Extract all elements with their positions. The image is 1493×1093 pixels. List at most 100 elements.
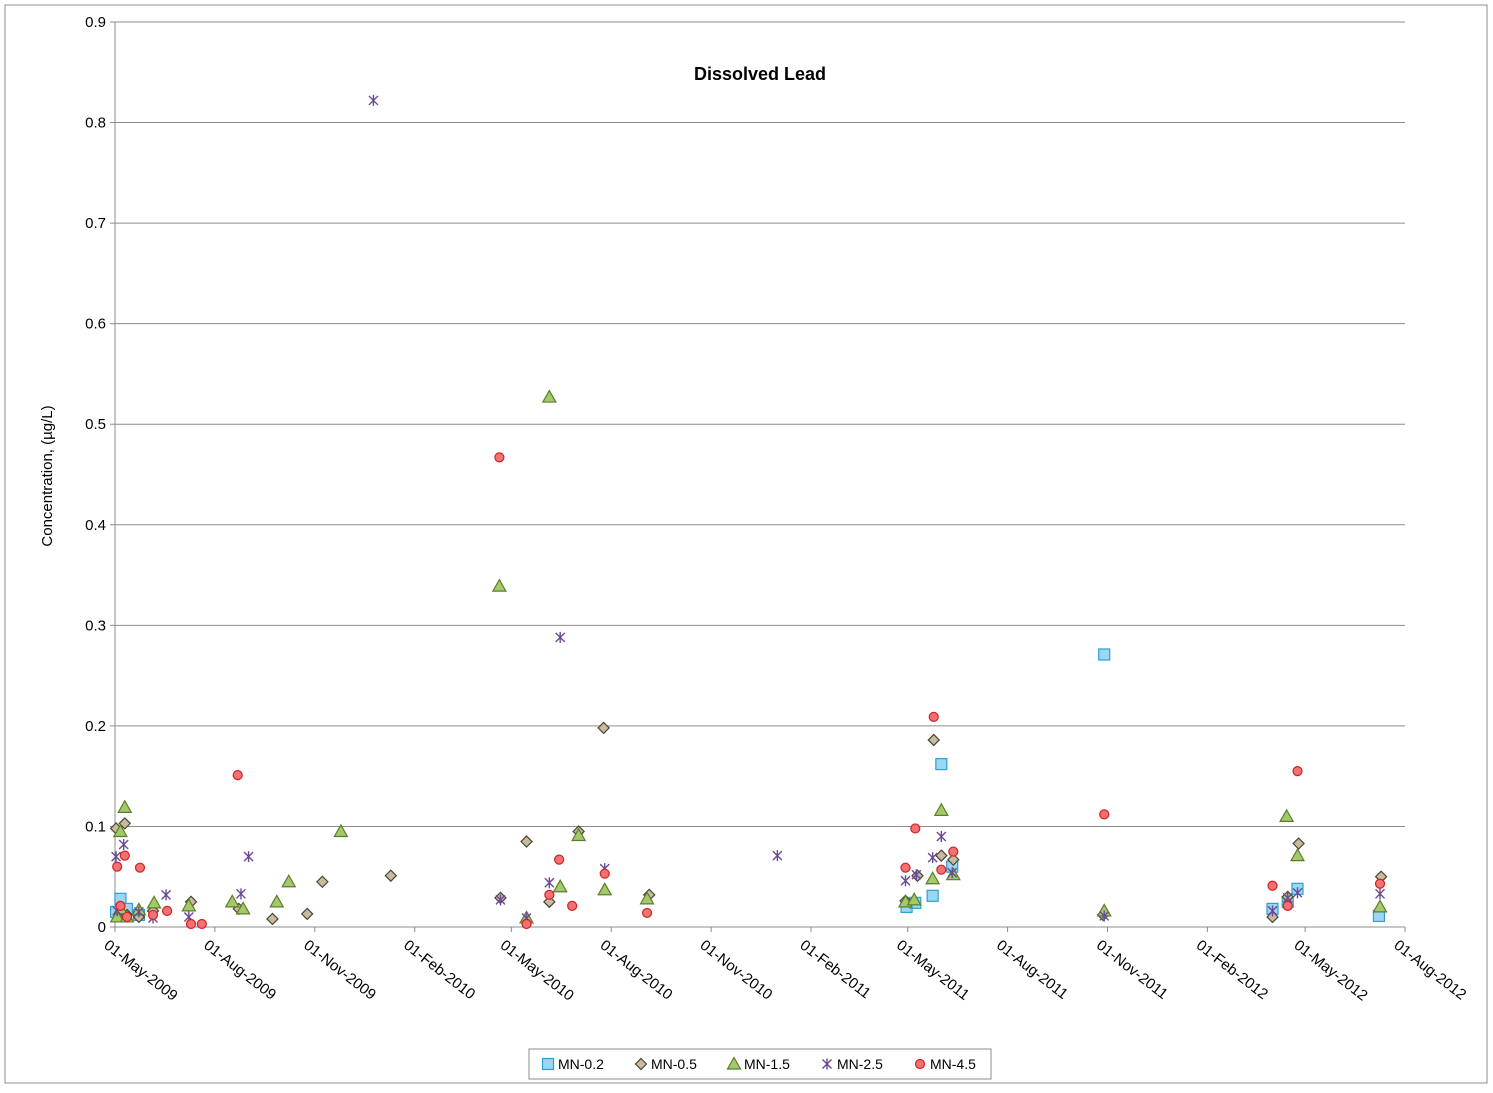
data-points — [109, 94, 1388, 930]
data-point — [281, 874, 297, 888]
data-point — [552, 879, 568, 893]
data-point — [243, 851, 254, 863]
data-point — [544, 877, 555, 889]
chart-title: Dissolved Lead — [694, 64, 826, 84]
y-tick-label: 0.9 — [85, 14, 106, 31]
y-axis-label: Concentration, (µg/L) — [39, 405, 56, 546]
data-point — [900, 862, 911, 873]
legend-marker — [726, 1056, 742, 1070]
data-point — [927, 852, 938, 864]
y-tick-label: 0.5 — [85, 416, 106, 433]
data-point — [316, 875, 329, 889]
data-point — [117, 799, 133, 813]
data-point — [235, 888, 246, 900]
y-tick-label: 0.4 — [85, 517, 106, 534]
data-point — [333, 823, 349, 838]
data-point — [266, 912, 279, 926]
data-point — [936, 831, 947, 842]
data-point — [597, 882, 613, 896]
data-point — [495, 894, 506, 906]
data-point — [185, 918, 197, 930]
data-point — [1292, 887, 1303, 899]
data-point — [927, 733, 941, 747]
data-point — [1267, 880, 1278, 891]
data-point — [368, 94, 379, 106]
data-point — [161, 889, 172, 901]
data-point — [119, 850, 130, 861]
data-point — [111, 851, 122, 863]
data-point — [1292, 837, 1305, 850]
y-tick-labels: 0 0.1 0.2 0.3 0.4 0.5 0.6 0.7 0.8 0.9 — [85, 14, 106, 936]
series-mn-2-5 — [111, 94, 1386, 924]
y-tick-label: 0.7 — [85, 215, 106, 232]
data-point — [133, 906, 144, 918]
legend-label: MN-1.5 — [744, 1056, 790, 1072]
data-point — [1098, 648, 1111, 661]
data-point — [906, 892, 922, 906]
data-point — [541, 389, 557, 403]
data-point — [118, 839, 129, 851]
data-point — [597, 721, 610, 735]
series-mn-4-5 — [112, 452, 1386, 930]
data-point — [162, 905, 173, 917]
data-point — [639, 891, 655, 905]
y-tick-label: 0.1 — [85, 818, 106, 835]
data-point — [235, 901, 251, 915]
data-point — [933, 802, 949, 816]
data-point — [947, 867, 958, 879]
data-point — [935, 757, 948, 771]
data-point — [134, 862, 146, 873]
data-point — [494, 452, 505, 463]
data-point — [925, 871, 941, 885]
data-point — [1099, 809, 1110, 820]
data-point — [224, 894, 240, 908]
data-point — [946, 853, 960, 866]
legend-box — [528, 1048, 992, 1080]
data-point — [520, 835, 533, 848]
data-point — [911, 869, 922, 881]
data-point — [1282, 900, 1293, 911]
data-point — [121, 911, 133, 923]
data-point — [384, 869, 398, 883]
data-point — [936, 864, 947, 875]
data-point — [1289, 847, 1306, 862]
axes — [110, 21, 1406, 932]
legend-label: MN-0.5 — [651, 1056, 697, 1072]
data-point — [772, 850, 783, 862]
legend-marker — [541, 1057, 555, 1071]
data-point — [1375, 888, 1386, 900]
data-point — [641, 907, 653, 919]
legend-marker — [634, 1057, 648, 1071]
y-tick-label: 0.6 — [85, 316, 106, 333]
data-point — [1099, 910, 1110, 922]
data-point — [910, 823, 921, 834]
data-point — [1372, 899, 1388, 913]
data-point — [300, 907, 314, 921]
data-point — [146, 895, 162, 909]
data-point — [196, 918, 207, 930]
data-point — [1292, 766, 1303, 777]
data-point — [115, 900, 126, 911]
legend-label: MN-0.2 — [558, 1056, 604, 1072]
legend-marker — [914, 1058, 926, 1070]
legend-marker — [822, 1058, 832, 1070]
data-point — [1374, 878, 1386, 889]
data-point — [571, 827, 587, 842]
chart-frame — [4, 4, 1488, 1084]
data-point — [269, 894, 285, 908]
data-point — [118, 817, 132, 830]
data-point — [147, 909, 159, 921]
y-tick-label: 0.2 — [85, 718, 106, 735]
data-point — [599, 868, 610, 879]
y-tick-label: 0 — [98, 919, 106, 936]
data-point — [554, 854, 565, 865]
data-point — [555, 631, 566, 643]
data-point — [900, 875, 911, 887]
data-point — [934, 849, 948, 862]
data-point — [491, 578, 507, 592]
data-point — [1267, 905, 1278, 917]
gridlines — [115, 21, 1405, 827]
y-tick-label: 0.8 — [85, 115, 106, 132]
